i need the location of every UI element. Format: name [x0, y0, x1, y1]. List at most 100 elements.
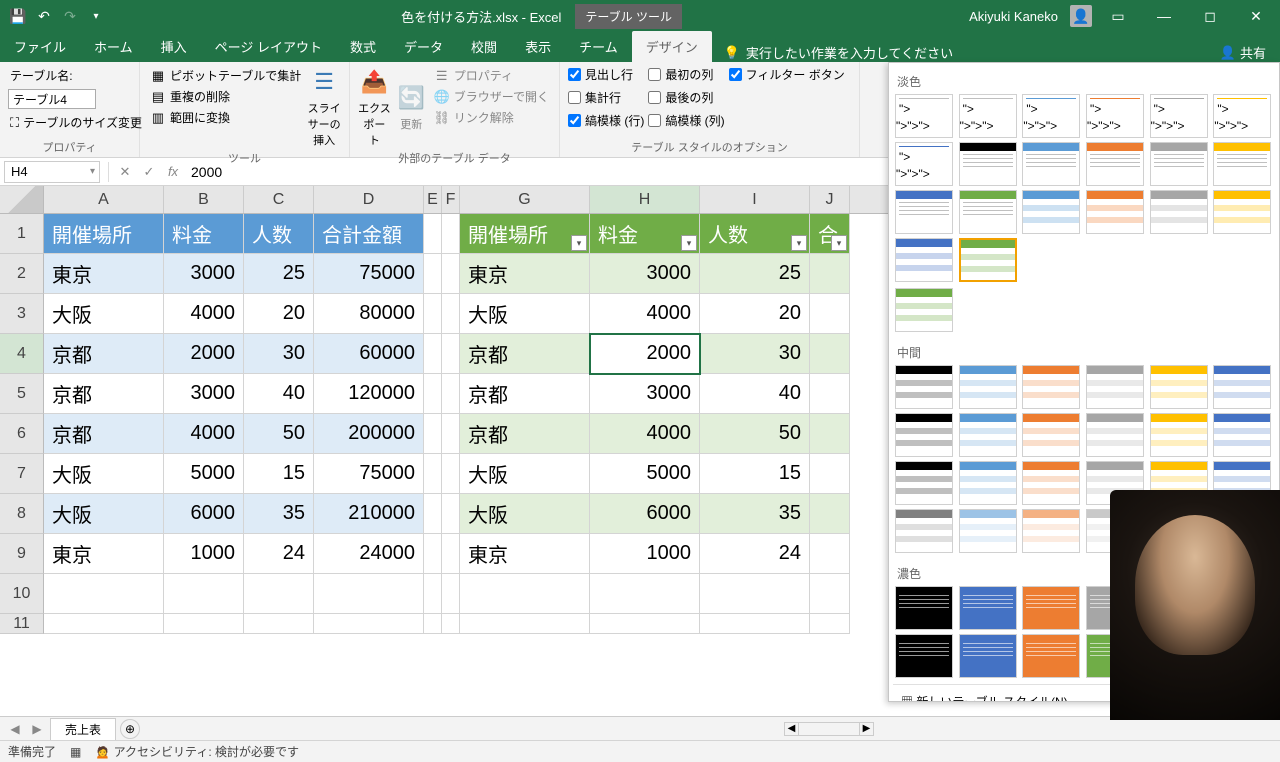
cell-F5[interactable]: [442, 374, 460, 414]
row-header-11[interactable]: 11: [0, 614, 44, 634]
style-swatch[interactable]: ">">">">: [1022, 94, 1080, 138]
cell-E4[interactable]: [424, 334, 442, 374]
cell-C3[interactable]: 20: [244, 294, 314, 334]
select-all-corner[interactable]: [0, 186, 44, 213]
cell-B10[interactable]: [164, 574, 244, 614]
cell-C8[interactable]: 35: [244, 494, 314, 534]
tab-insert[interactable]: 挿入: [147, 31, 201, 62]
cell-I11[interactable]: [700, 614, 810, 634]
style-swatch[interactable]: [895, 586, 953, 630]
style-swatch[interactable]: ">">">">: [1213, 94, 1271, 138]
cell-H1[interactable]: 料金▾: [590, 214, 700, 254]
cell-G4[interactable]: 京都: [460, 334, 590, 374]
cell-J2[interactable]: [810, 254, 850, 294]
row-header-5[interactable]: 5: [0, 374, 44, 414]
col-header-G[interactable]: G: [460, 186, 590, 213]
tab-view[interactable]: 表示: [511, 31, 565, 62]
cell-B3[interactable]: 4000: [164, 294, 244, 334]
style-swatch[interactable]: [895, 288, 953, 332]
cell-G11[interactable]: [460, 614, 590, 634]
save-icon[interactable]: 💾: [6, 4, 30, 28]
chk-banded-rows[interactable]: 縞模様 (行): [568, 112, 644, 129]
cell-J8[interactable]: [810, 494, 850, 534]
tab-file[interactable]: ファイル: [0, 31, 80, 62]
style-swatch[interactable]: [1086, 365, 1144, 409]
cell-J6[interactable]: [810, 414, 850, 454]
cell-C9[interactable]: 24: [244, 534, 314, 574]
cell-F8[interactable]: [442, 494, 460, 534]
style-swatch[interactable]: [895, 365, 953, 409]
filter-icon[interactable]: ▾: [681, 235, 697, 251]
cell-G10[interactable]: [460, 574, 590, 614]
style-swatch[interactable]: [959, 413, 1017, 457]
cell-H4[interactable]: 2000: [590, 334, 700, 374]
refresh-button[interactable]: 🔄 更新: [395, 66, 428, 148]
style-swatch[interactable]: [895, 509, 953, 553]
style-swatch[interactable]: [1022, 509, 1080, 553]
cancel-formula-icon[interactable]: ✕: [113, 161, 137, 183]
row-header-1[interactable]: 1: [0, 214, 44, 254]
cell-D9[interactable]: 24000: [314, 534, 424, 574]
tell-me[interactable]: 💡 実行したい作業を入力してください: [712, 43, 1206, 62]
cell-E7[interactable]: [424, 454, 442, 494]
col-header-B[interactable]: B: [164, 186, 244, 213]
style-swatch[interactable]: ">">">">: [895, 142, 953, 186]
undo-icon[interactable]: ↶: [32, 4, 56, 28]
style-swatch[interactable]: [1086, 413, 1144, 457]
close-icon[interactable]: ✕: [1236, 2, 1276, 30]
redo-icon[interactable]: ↷: [58, 4, 82, 28]
sheet-nav-prev-icon[interactable]: ◀: [6, 722, 24, 736]
style-swatch[interactable]: [1213, 190, 1271, 234]
row-header-9[interactable]: 9: [0, 534, 44, 574]
cell-B4[interactable]: 2000: [164, 334, 244, 374]
cell-C10[interactable]: [244, 574, 314, 614]
cell-D8[interactable]: 210000: [314, 494, 424, 534]
style-swatch[interactable]: [1086, 190, 1144, 234]
style-swatch[interactable]: ">">">">: [959, 94, 1017, 138]
chk-header-row[interactable]: 見出し行: [568, 66, 644, 83]
tab-formulas[interactable]: 数式: [336, 31, 390, 62]
style-swatch[interactable]: [1022, 365, 1080, 409]
col-header-J[interactable]: J: [810, 186, 850, 213]
cell-E6[interactable]: [424, 414, 442, 454]
minimize-icon[interactable]: —: [1144, 2, 1184, 30]
style-swatch[interactable]: [895, 413, 953, 457]
cell-F7[interactable]: [442, 454, 460, 494]
style-swatch[interactable]: [1213, 142, 1271, 186]
cell-E11[interactable]: [424, 614, 442, 634]
style-swatch[interactable]: [959, 238, 1017, 282]
ribbon-display-icon[interactable]: ▭: [1098, 2, 1138, 30]
style-swatch[interactable]: [1022, 634, 1080, 678]
dedupe-button[interactable]: ▤重複の削除: [148, 87, 303, 106]
cell-B1[interactable]: 料金: [164, 214, 244, 254]
style-swatch[interactable]: [1022, 413, 1080, 457]
ext-properties-button[interactable]: ☰プロパティ: [432, 66, 551, 85]
style-swatch[interactable]: [1213, 413, 1271, 457]
cell-D7[interactable]: 75000: [314, 454, 424, 494]
cell-E1[interactable]: [424, 214, 442, 254]
col-header-C[interactable]: C: [244, 186, 314, 213]
tab-design[interactable]: デザイン: [632, 31, 712, 62]
chk-banded-cols[interactable]: 縞模様 (列): [648, 112, 724, 129]
cell-E5[interactable]: [424, 374, 442, 414]
table-name-input[interactable]: [8, 89, 96, 109]
cell-F2[interactable]: [442, 254, 460, 294]
cell-I8[interactable]: 35: [700, 494, 810, 534]
cell-F1[interactable]: [442, 214, 460, 254]
cell-H11[interactable]: [590, 614, 700, 634]
style-swatch[interactable]: [895, 461, 953, 505]
cell-I3[interactable]: 20: [700, 294, 810, 334]
cell-D2[interactable]: 75000: [314, 254, 424, 294]
filter-icon[interactable]: ▾: [571, 235, 587, 251]
col-header-D[interactable]: D: [314, 186, 424, 213]
cell-D11[interactable]: [314, 614, 424, 634]
cell-H3[interactable]: 4000: [590, 294, 700, 334]
cell-I4[interactable]: 30: [700, 334, 810, 374]
qat-dropdown-icon[interactable]: ▾: [84, 4, 108, 28]
cell-B9[interactable]: 1000: [164, 534, 244, 574]
cell-H9[interactable]: 1000: [590, 534, 700, 574]
cell-F9[interactable]: [442, 534, 460, 574]
tab-data[interactable]: データ: [390, 31, 457, 62]
cell-C6[interactable]: 50: [244, 414, 314, 454]
cell-D6[interactable]: 200000: [314, 414, 424, 454]
